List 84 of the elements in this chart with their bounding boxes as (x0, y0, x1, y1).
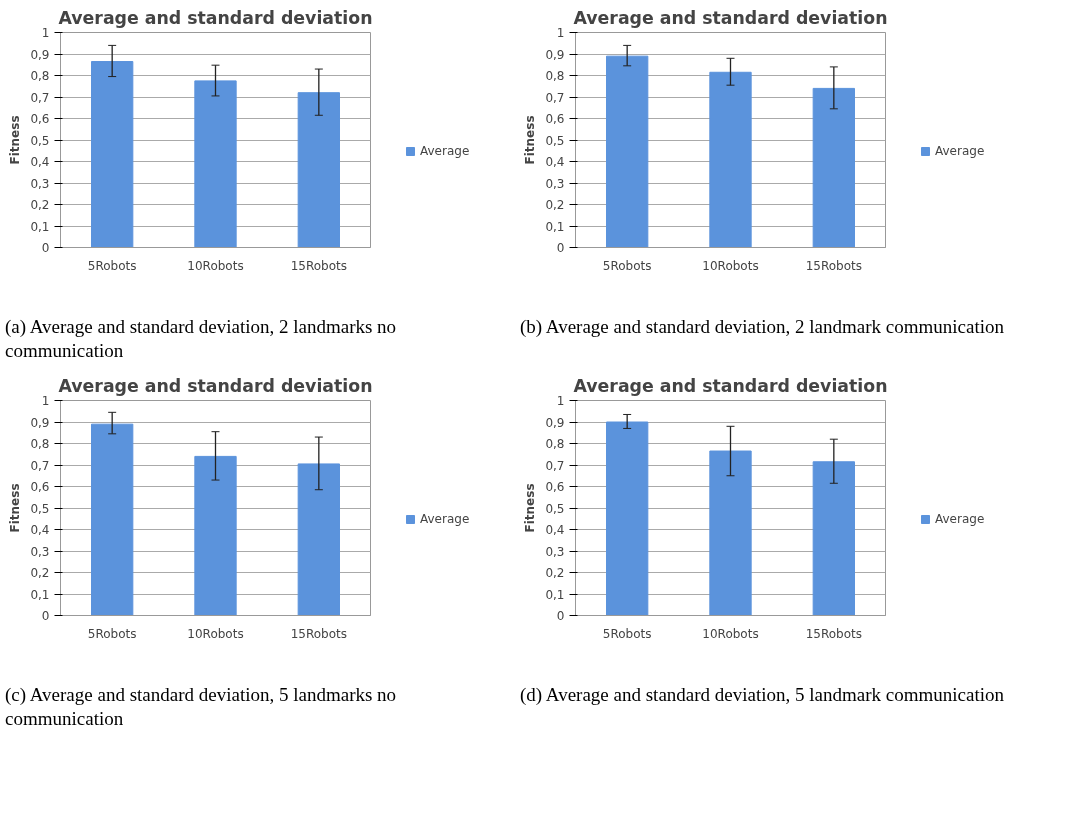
y-tick-label: 0,9 (30, 47, 50, 62)
y-tick-label: 1 (556, 26, 565, 40)
y-tick-label: 0,6 (30, 480, 50, 494)
y-tick-label: 0,7 (30, 458, 50, 473)
text: (d) Average and standard deviation, 5 landmark communication (520, 683, 1004, 707)
y-tick-label: 0,3 (30, 176, 50, 191)
y-tick-label: 0,8 (545, 69, 565, 83)
x-tick-label: 15Robots (805, 626, 862, 641)
y-tick-label: 0 (41, 241, 50, 255)
x-tick-label: 5Robots (602, 258, 652, 273)
text: (a) Average and standard deviation, 2 landmarks no communication (5, 315, 398, 363)
y-tick-label: 0,5 (30, 133, 50, 148)
x-tick-label: 10Robots (702, 258, 759, 273)
x-tick-label: 15Robots (805, 258, 862, 273)
bar (297, 463, 340, 616)
x-tick-label: 10Robots (702, 626, 759, 641)
bar (194, 455, 237, 616)
x-tick-label: 15Robots (290, 626, 347, 641)
x-tick-label: 5Robots (602, 626, 652, 641)
y-axis-title: Fitness (523, 115, 538, 165)
y-tick-label: 0,3 (30, 544, 50, 559)
y-tick-label: 0,1 (545, 587, 565, 602)
bar (709, 450, 752, 616)
bar (91, 423, 134, 616)
x-tick-label: 10Robots (187, 258, 244, 273)
y-tick-label: 0,5 (545, 133, 565, 148)
y-tick-label: 0,1 (30, 587, 50, 602)
bar (812, 87, 855, 248)
y-tick-label: 0,8 (30, 69, 50, 83)
chart-title: Average and standard deviation (58, 7, 373, 28)
y-tick-label: 0,2 (30, 198, 50, 212)
y-axis-title: Fitness (523, 483, 538, 533)
y-tick-label: 0,1 (545, 219, 565, 234)
y-tick-label: 0,5 (30, 501, 50, 516)
chart-title: Average and standard deviation (573, 375, 888, 396)
y-tick-label: 0,4 (545, 155, 565, 169)
legend-label: Average (420, 144, 470, 158)
y-tick-label: 0,2 (545, 566, 565, 580)
y-tick-label: 0,7 (545, 90, 565, 105)
bar (297, 92, 340, 248)
y-tick-label: 0,9 (30, 415, 50, 430)
bar (812, 461, 855, 616)
y-tick-label: 0,3 (545, 176, 565, 191)
legend-label: Average (420, 512, 470, 526)
y-tick-label: 1 (41, 26, 50, 40)
bar (606, 55, 649, 248)
y-tick-label: 0,8 (30, 437, 50, 451)
y-tick-label: 0,5 (545, 501, 565, 516)
y-tick-label: 0,3 (545, 544, 565, 559)
y-tick-label: 1 (41, 394, 50, 408)
text: (c) Average and standard deviation, 5 landmarks no communication (5, 683, 398, 731)
y-tick-label: 0,6 (545, 112, 565, 126)
y-tick-label: 0,1 (30, 219, 50, 234)
y-tick-label: 0,6 (545, 480, 565, 494)
bar (709, 71, 752, 248)
legend-label: Average (935, 144, 985, 158)
y-axis-title: Fitness (8, 483, 23, 533)
y-tick-label: 0,2 (545, 198, 565, 212)
y-tick-label: 0 (556, 609, 565, 623)
bar (606, 421, 649, 616)
y-tick-label: 0,9 (545, 47, 565, 62)
y-tick-label: 0 (556, 241, 565, 255)
bar (194, 80, 237, 248)
y-tick-label: 0,9 (545, 415, 565, 430)
chart-title: Average and standard deviation (573, 7, 888, 28)
bar (91, 61, 134, 248)
x-tick-label: 15Robots (290, 258, 347, 273)
y-axis-title: Fitness (8, 115, 23, 165)
legend-label: Average (935, 512, 985, 526)
y-tick-label: 0,2 (30, 566, 50, 580)
x-tick-label: 5Robots (87, 626, 137, 641)
y-tick-label: 0,7 (30, 90, 50, 105)
chart-title: Average and standard deviation (58, 375, 373, 396)
y-tick-label: 0,6 (30, 112, 50, 126)
y-tick-label: 0,4 (30, 523, 50, 537)
y-tick-label: 1 (556, 394, 565, 408)
y-tick-label: 0,7 (545, 458, 565, 473)
y-tick-label: 0,8 (545, 437, 565, 451)
x-tick-label: 5Robots (87, 258, 137, 273)
text: (b) Average and standard deviation, 2 landmark communication (520, 315, 1004, 339)
y-tick-label: 0,4 (30, 155, 50, 169)
x-tick-label: 10Robots (187, 626, 244, 641)
y-tick-label: 0 (41, 609, 50, 623)
y-tick-label: 0,4 (545, 523, 565, 537)
